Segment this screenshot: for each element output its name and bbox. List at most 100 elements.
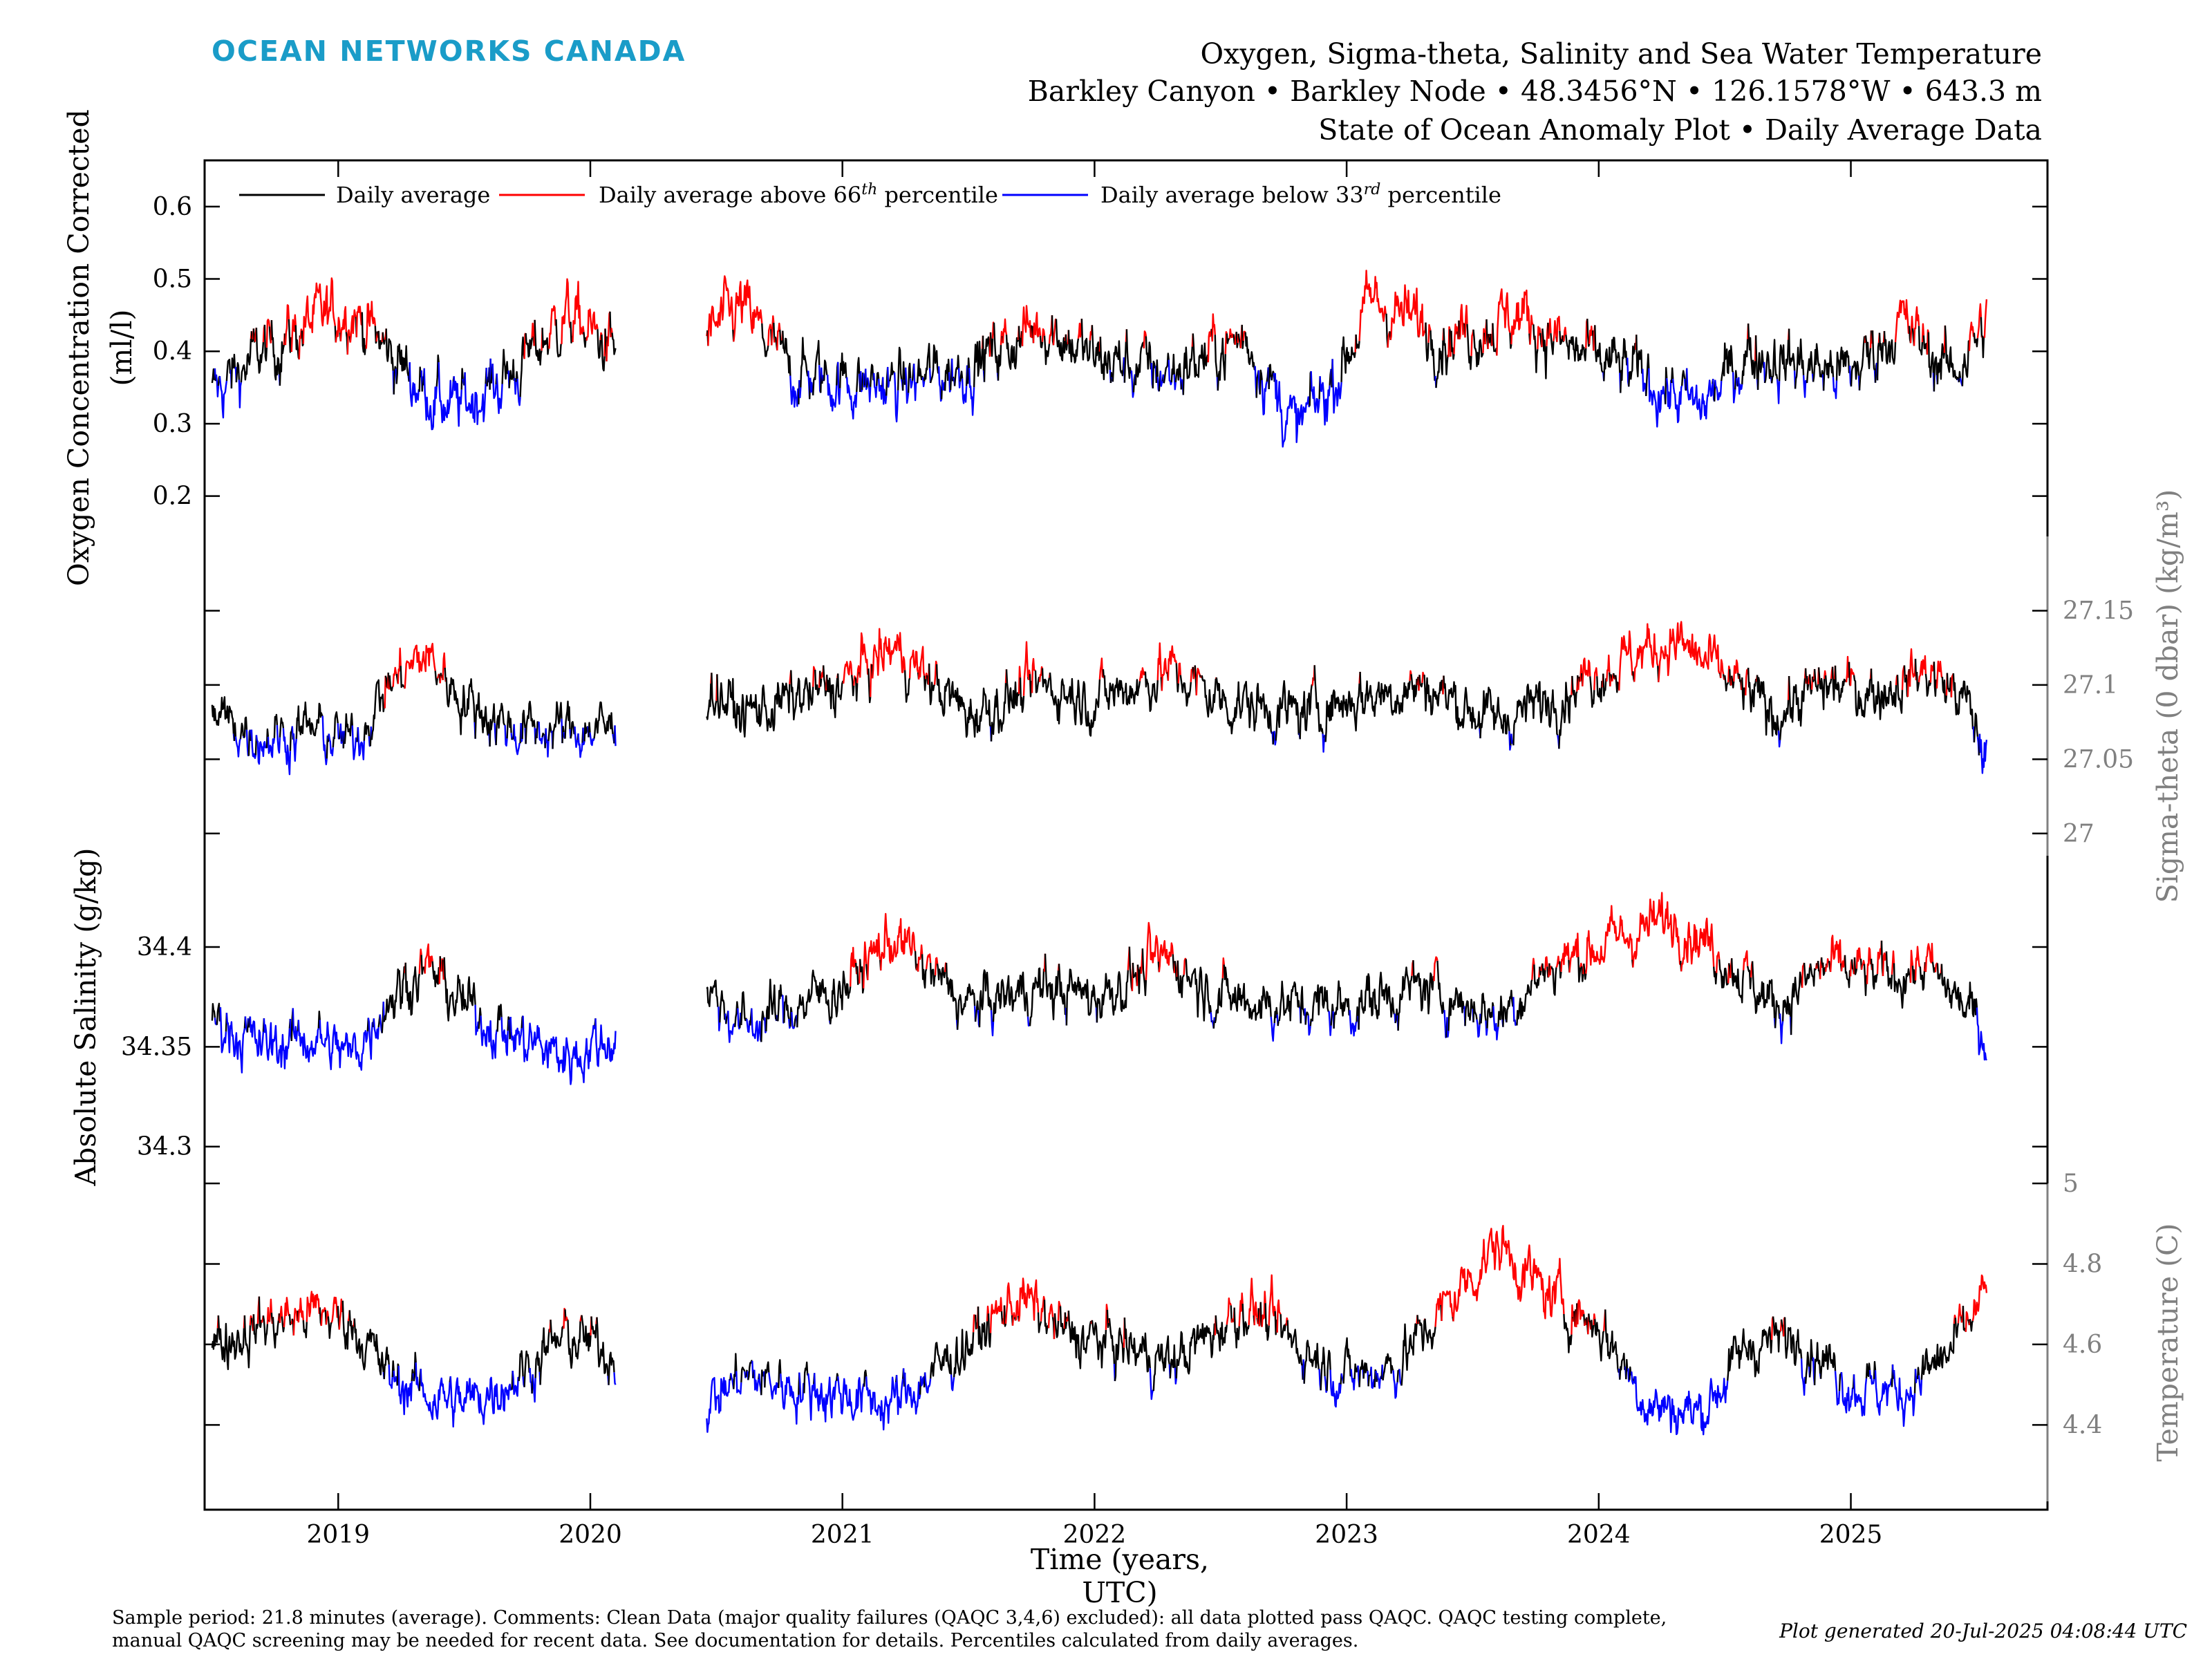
series-line-segment bbox=[771, 315, 775, 346]
series-line-segment bbox=[1844, 955, 1852, 988]
series-line-segment bbox=[1055, 319, 1067, 362]
legend-red-superscript: th bbox=[861, 181, 877, 198]
series-line-segment bbox=[789, 1006, 793, 1027]
series-line-segment bbox=[581, 1315, 592, 1352]
series-line-segment bbox=[1464, 998, 1474, 1027]
series-line-segment bbox=[1032, 312, 1039, 344]
series-line-segment bbox=[1593, 1313, 1596, 1325]
series-line-segment bbox=[1593, 667, 1598, 691]
panel-2-series bbox=[211, 621, 1988, 776]
series-line-segment bbox=[968, 368, 975, 416]
legend-blue-superscript: rd bbox=[1364, 181, 1381, 198]
series-line-segment bbox=[1143, 330, 1147, 348]
series-line-segment bbox=[1724, 675, 1730, 692]
series-line-segment bbox=[539, 1327, 551, 1385]
series-line-segment bbox=[983, 336, 991, 382]
series-line-segment bbox=[1903, 665, 1907, 683]
series-line-segment bbox=[283, 1297, 290, 1328]
series-line-segment bbox=[1492, 323, 1498, 356]
series-line-segment bbox=[330, 1296, 339, 1323]
series-line-segment bbox=[997, 345, 1002, 381]
series-line-segment bbox=[1933, 356, 1938, 392]
series-line-segment bbox=[1894, 299, 1911, 343]
series-line-segment bbox=[1924, 673, 1932, 697]
series-line-segment bbox=[339, 723, 343, 744]
series-line-segment bbox=[935, 664, 992, 738]
series-line-segment bbox=[734, 1001, 739, 1027]
series-line-segment bbox=[1044, 953, 1060, 1021]
series-line-segment bbox=[1485, 1020, 1488, 1036]
series-line-segment bbox=[1533, 964, 1540, 989]
y-tick-label: 0.6 bbox=[153, 193, 192, 221]
series-line-segment bbox=[1871, 964, 1879, 990]
series-line-segment bbox=[1105, 1304, 1109, 1330]
series-line-segment bbox=[782, 330, 791, 376]
series-line-segment bbox=[1185, 959, 1212, 1022]
series-line-segment bbox=[1418, 675, 1423, 688]
series-line-segment bbox=[1382, 1353, 1394, 1381]
series-line-segment bbox=[1893, 963, 1912, 1009]
x-tick-label: 2023 bbox=[1315, 1521, 1378, 1549]
series-line-segment bbox=[521, 709, 526, 740]
series-line-segment bbox=[453, 376, 462, 427]
series-line-segment bbox=[1224, 331, 1228, 355]
series-line-segment bbox=[1858, 336, 1866, 391]
series-line-segment bbox=[1459, 303, 1465, 340]
series-line-segment bbox=[357, 727, 365, 760]
y-tick-label: 0.4 bbox=[153, 337, 192, 366]
series-line-segment bbox=[1019, 677, 1025, 713]
series-line-segment bbox=[989, 1297, 1003, 1333]
series-line-segment bbox=[349, 309, 357, 343]
series-line-segment bbox=[211, 368, 216, 384]
series-line-segment bbox=[1809, 963, 1817, 987]
series-line-segment bbox=[1067, 1311, 1093, 1369]
series-line-segment bbox=[1512, 681, 1559, 746]
series-line-segment bbox=[443, 957, 476, 1022]
series-line-segment bbox=[1953, 1314, 1957, 1324]
series-line-segment bbox=[565, 1316, 569, 1322]
series-line-segment bbox=[1330, 1003, 1334, 1026]
series-line-segment bbox=[1430, 330, 1436, 382]
series-line-segment bbox=[753, 1369, 760, 1392]
series-line-segment bbox=[1106, 1309, 1110, 1329]
series-line-segment bbox=[1273, 1006, 1278, 1024]
series-line-segment bbox=[273, 713, 279, 738]
y-tick-label: 4.8 bbox=[2063, 1250, 2102, 1278]
series-line-segment bbox=[1195, 668, 1201, 696]
panel-4-series bbox=[211, 1224, 1988, 1436]
series-line-segment bbox=[346, 329, 350, 355]
series-line-segment bbox=[1864, 335, 1872, 370]
series-line-segment bbox=[897, 346, 903, 391]
series-line-segment bbox=[601, 335, 606, 372]
series-line-segment bbox=[1853, 675, 1872, 718]
series-line-segment bbox=[596, 1317, 609, 1376]
series-line-segment bbox=[1738, 377, 1743, 395]
series-line-segment bbox=[1779, 1013, 1784, 1044]
series-line-segment bbox=[1774, 1000, 1781, 1029]
series-line-segment bbox=[1516, 980, 1533, 1026]
series-line-segment bbox=[243, 716, 248, 739]
series-line-segment bbox=[872, 628, 906, 679]
series-line-segment bbox=[211, 1328, 219, 1350]
series-line-segment bbox=[1159, 371, 1163, 387]
series-line-segment bbox=[819, 671, 823, 687]
series-line-segment bbox=[513, 724, 521, 756]
series-line-segment bbox=[409, 362, 420, 407]
series-line-segment bbox=[525, 332, 533, 358]
legend-red-suffix: percentile bbox=[877, 182, 998, 208]
series-line-segment bbox=[1434, 1293, 1442, 1327]
series-line-segment bbox=[1274, 373, 1311, 448]
series-line-segment bbox=[593, 701, 614, 739]
series-line-segment bbox=[1913, 306, 1920, 346]
series-line-segment bbox=[1746, 966, 1752, 990]
series-line-segment bbox=[506, 711, 512, 739]
series-line-segment bbox=[1788, 675, 1806, 727]
series-line-segment bbox=[1627, 1368, 1631, 1382]
series-line-segment bbox=[1441, 1290, 1454, 1322]
series-line-segment bbox=[279, 717, 285, 738]
series-line-segment bbox=[1978, 733, 1988, 774]
series-line-segment bbox=[1215, 677, 1273, 735]
series-line-segment bbox=[1580, 664, 1583, 682]
series-line-segment bbox=[837, 1376, 865, 1421]
series-line-segment bbox=[525, 700, 536, 744]
